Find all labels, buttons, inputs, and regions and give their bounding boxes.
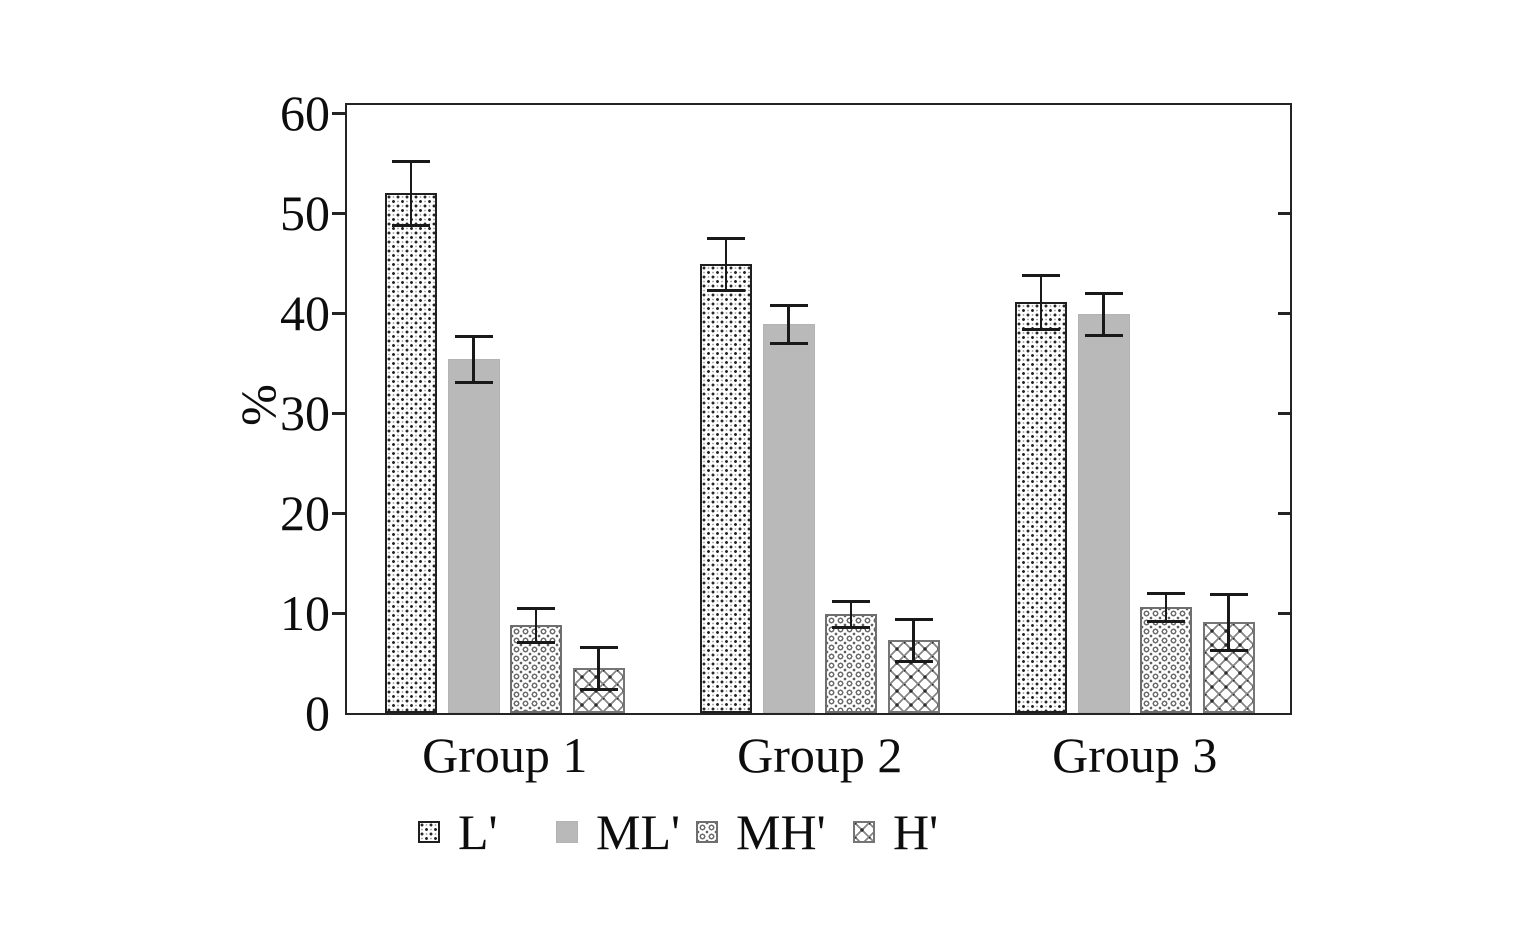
plot-inner (332, 105, 1290, 713)
bar-mh-group3 (1140, 607, 1192, 713)
y-tick-label-10: 10 (280, 585, 330, 641)
y-tick-label-0: 0 (305, 685, 330, 741)
error-cap-top-ml-group3 (1084, 292, 1123, 295)
y-axis-tick-right-10 (1278, 611, 1290, 615)
plot-area (332, 103, 1292, 715)
error-cap-top-h-group3 (1209, 593, 1248, 596)
x-group-label-3: Group 3 (1052, 727, 1218, 783)
legend-item-mh: MH' (696, 806, 826, 858)
bar-l-group1 (385, 193, 437, 713)
y-tick-label-40: 40 (280, 285, 330, 341)
error-cap-bottom-ml-group1 (454, 381, 493, 384)
error-cap-top-mh-group3 (1147, 592, 1185, 595)
error-bar-mh-group1 (534, 609, 538, 644)
error-bar-mh-group2 (849, 602, 853, 629)
y-axis-tick-right-20 (1278, 511, 1290, 515)
error-cap-bottom-h-group1 (579, 688, 618, 691)
y-axis-tick-60 (332, 111, 345, 115)
error-cap-top-h-group1 (579, 646, 618, 649)
y-axis-tick-right-40 (1278, 311, 1290, 315)
error-cap-bottom-l-group1 (392, 224, 430, 227)
error-cap-top-mh-group1 (517, 607, 555, 610)
error-cap-top-l-group1 (392, 160, 430, 163)
error-cap-top-l-group2 (707, 237, 745, 240)
y-axis-tick-30 (332, 411, 345, 415)
error-cap-top-ml-group2 (769, 304, 808, 307)
error-bar-l-group1 (409, 162, 413, 227)
y-axis-tick-right-50 (1278, 211, 1290, 215)
legend-label-ml: ML' (596, 804, 681, 860)
y-tick-label-30: 30 (280, 385, 330, 441)
error-bar-h-group3 (1227, 595, 1230, 652)
y-tick-label-20: 20 (280, 485, 330, 541)
error-bar-mh-group3 (1164, 594, 1168, 623)
y-axis-tick-20 (332, 511, 345, 515)
y-axis-tick-right-30 (1278, 411, 1290, 415)
x-group-label-2: Group 2 (737, 727, 903, 783)
error-bar-ml-group3 (1102, 294, 1105, 337)
error-bar-l-group2 (724, 239, 728, 292)
error-cap-bottom-mh-group2 (832, 626, 870, 629)
error-bar-l-group3 (1039, 276, 1043, 331)
legend-swatch-h (853, 821, 875, 843)
bar-ml-group3 (1077, 314, 1130, 713)
legend-swatch-mh (696, 821, 718, 843)
error-cap-bottom-l-group3 (1022, 328, 1060, 331)
bar-l-group3 (1015, 302, 1067, 713)
error-cap-bottom-h-group3 (1209, 649, 1248, 652)
error-bar-ml-group1 (472, 337, 475, 384)
x-group-label-1: Group 1 (422, 727, 588, 783)
legend-label-mh: MH' (736, 804, 826, 860)
error-cap-bottom-h-group2 (894, 660, 933, 663)
error-bar-h-group2 (912, 620, 915, 663)
bar-ml-group1 (447, 359, 500, 713)
error-bar-h-group1 (597, 648, 600, 691)
error-cap-top-ml-group1 (454, 335, 493, 338)
bar-l-group2 (700, 264, 752, 713)
y-tick-label-50: 50 (280, 185, 330, 241)
error-cap-top-h-group2 (894, 618, 933, 621)
legend-label-l: L' (458, 804, 498, 860)
y-axis-tick-10 (332, 611, 345, 615)
legend-label-h: H' (893, 804, 939, 860)
legend-item-h: H' (853, 806, 938, 858)
y-tick-label-60: 60 (280, 85, 330, 141)
legend-item-l: L' (418, 806, 498, 858)
y-axis-tick-50 (332, 211, 345, 215)
error-cap-bottom-ml-group3 (1084, 334, 1123, 337)
legend-swatch-ml (556, 821, 578, 843)
bar-ml-group2 (762, 324, 815, 713)
error-cap-top-mh-group2 (832, 600, 870, 603)
error-cap-top-l-group3 (1022, 274, 1060, 277)
error-cap-bottom-l-group2 (707, 289, 745, 292)
y-axis-tick-40 (332, 311, 345, 315)
error-cap-bottom-ml-group2 (769, 342, 808, 345)
error-bar-ml-group2 (787, 306, 790, 345)
legend-swatch-l (418, 821, 440, 843)
legend-item-ml: ML' (556, 806, 680, 858)
error-cap-bottom-mh-group3 (1147, 620, 1185, 623)
error-cap-bottom-mh-group1 (517, 641, 555, 644)
